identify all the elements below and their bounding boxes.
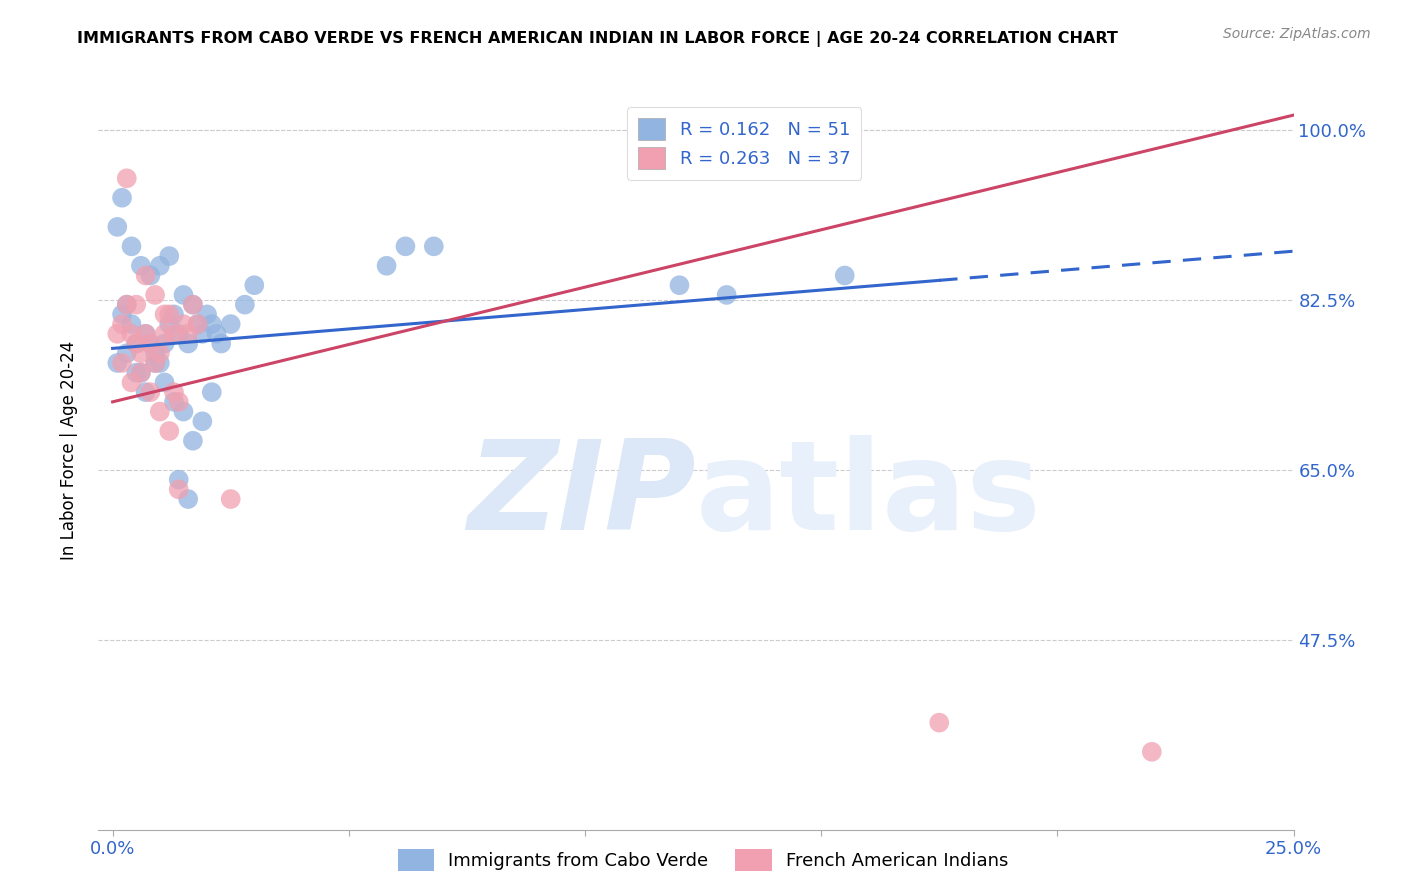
Point: [191, 414, 214, 428]
Point: [115, 346, 138, 360]
Point: [187, 317, 209, 331]
Point: [167, 395, 190, 409]
Point: [105, 326, 128, 341]
Point: [167, 483, 190, 497]
Point: [668, 278, 690, 293]
Legend: Immigrants from Cabo Verde, French American Indians: Immigrants from Cabo Verde, French Ameri…: [391, 842, 1015, 879]
Point: [167, 473, 190, 487]
Point: [111, 356, 134, 370]
Point: [125, 366, 148, 380]
Point: [233, 298, 256, 312]
Legend: R = 0.162   N = 51, R = 0.263   N = 37: R = 0.162 N = 51, R = 0.263 N = 37: [627, 107, 860, 180]
Point: [149, 346, 172, 360]
Point: [149, 404, 172, 418]
Point: [172, 288, 194, 302]
Point: [125, 336, 148, 351]
Point: [163, 385, 186, 400]
Point: [129, 366, 152, 380]
Point: [191, 326, 214, 341]
Point: [177, 336, 200, 351]
Point: [115, 298, 138, 312]
Point: [834, 268, 856, 283]
Point: [143, 356, 166, 370]
Point: [209, 336, 232, 351]
Point: [195, 307, 218, 321]
Text: atlas: atlas: [696, 435, 1042, 557]
Text: Source: ZipAtlas.com: Source: ZipAtlas.com: [1223, 27, 1371, 41]
Point: [139, 336, 162, 351]
Point: [129, 259, 152, 273]
Point: [810, 122, 832, 136]
Point: [143, 356, 166, 370]
Point: [143, 288, 166, 302]
Point: [181, 298, 204, 312]
Point: [1140, 745, 1163, 759]
Point: [153, 336, 176, 351]
Point: [111, 317, 134, 331]
Point: [219, 491, 242, 506]
Point: [125, 298, 148, 312]
Point: [167, 326, 190, 341]
Point: [181, 434, 204, 448]
Text: ZIP: ZIP: [467, 435, 696, 557]
Point: [157, 424, 180, 438]
Point: [153, 326, 176, 341]
Point: [172, 317, 194, 331]
Text: IMMIGRANTS FROM CABO VERDE VS FRENCH AMERICAN INDIAN IN LABOR FORCE | AGE 20-24 : IMMIGRANTS FROM CABO VERDE VS FRENCH AME…: [77, 31, 1118, 47]
Point: [111, 307, 134, 321]
Point: [205, 326, 228, 341]
Point: [125, 336, 148, 351]
Point: [668, 161, 690, 176]
Point: [762, 142, 785, 156]
Point: [163, 395, 186, 409]
Point: [243, 278, 266, 293]
Point: [135, 268, 157, 283]
Point: [201, 317, 224, 331]
Point: [135, 385, 157, 400]
Point: [105, 219, 128, 234]
Point: [121, 376, 143, 390]
Point: [219, 317, 242, 331]
Y-axis label: In Labor Force | Age 20-24: In Labor Force | Age 20-24: [59, 341, 77, 560]
Point: [149, 356, 172, 370]
Point: [163, 307, 186, 321]
Point: [115, 171, 138, 186]
Point: [423, 239, 446, 253]
Point: [121, 239, 143, 253]
Point: [163, 326, 186, 341]
Point: [129, 366, 152, 380]
Point: [181, 298, 204, 312]
Point: [716, 288, 738, 302]
Point: [135, 326, 157, 341]
Point: [928, 715, 950, 730]
Point: [157, 317, 180, 331]
Point: [157, 249, 180, 263]
Point: [115, 298, 138, 312]
Point: [121, 317, 143, 331]
Point: [121, 326, 143, 341]
Point: [201, 385, 224, 400]
Point: [375, 259, 398, 273]
Point: [139, 268, 162, 283]
Point: [177, 491, 200, 506]
Point: [139, 336, 162, 351]
Point: [172, 404, 194, 418]
Point: [157, 307, 180, 321]
Point: [129, 346, 152, 360]
Point: [139, 385, 162, 400]
Point: [111, 191, 134, 205]
Point: [187, 317, 209, 331]
Point: [143, 346, 166, 360]
Point: [105, 356, 128, 370]
Point: [149, 259, 172, 273]
Point: [177, 326, 200, 341]
Point: [153, 307, 176, 321]
Point: [135, 326, 157, 341]
Point: [153, 376, 176, 390]
Point: [394, 239, 416, 253]
